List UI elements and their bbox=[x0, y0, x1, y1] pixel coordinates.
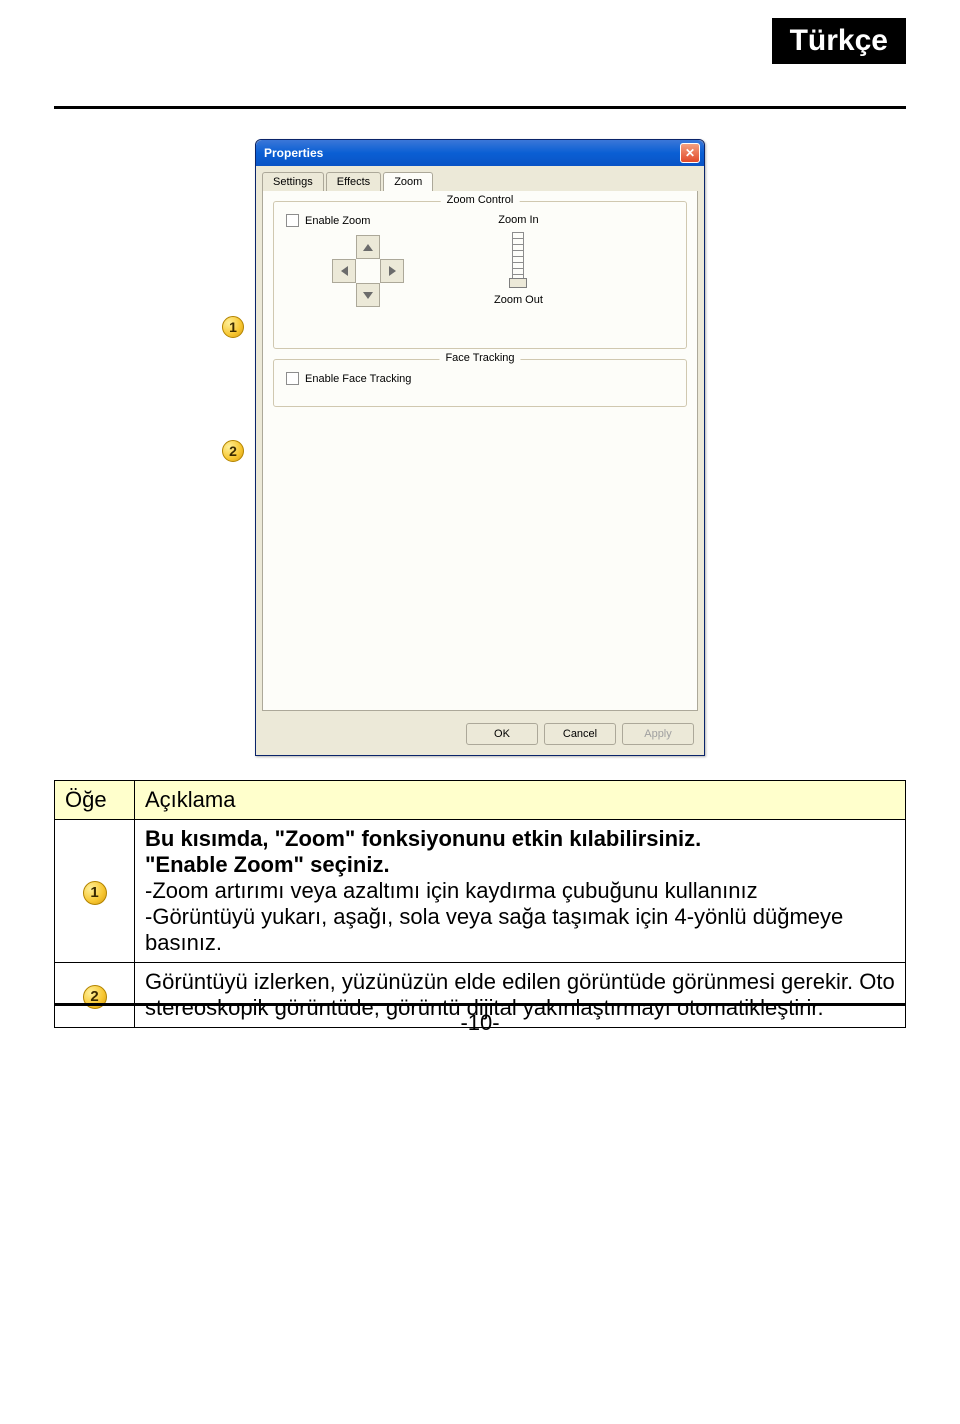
divider-bottom bbox=[54, 1003, 906, 1006]
dpad-up-button[interactable] bbox=[356, 235, 380, 259]
page-number: -10- bbox=[54, 1010, 906, 1036]
tab-effects[interactable]: Effects bbox=[326, 172, 381, 191]
enable-zoom-checkbox[interactable] bbox=[286, 214, 299, 227]
header-item: Öğe bbox=[55, 781, 135, 820]
ok-button[interactable]: OK bbox=[466, 723, 538, 745]
description-table: Öğe Açıklama 1 Bu kısımda, "Zoom" fonksi… bbox=[54, 780, 906, 1028]
dpad-down-button[interactable] bbox=[356, 283, 380, 307]
page-container: Türkçe 1 2 Properties ✕ Settings Effects… bbox=[0, 0, 960, 1064]
dpad-left-button[interactable] bbox=[332, 259, 356, 283]
face-tracking-fieldset: Face Tracking Enable Face Tracking bbox=[273, 359, 687, 407]
panel-body: Zoom Control Enable Zoom bbox=[262, 191, 698, 711]
row1-line1: Bu kısımda, "Zoom" fonksiyonunu etkin kı… bbox=[145, 826, 895, 852]
enable-face-tracking-label: Enable Face Tracking bbox=[305, 373, 411, 385]
properties-window: 1 2 Properties ✕ Settings Effects Zoom Z… bbox=[255, 139, 705, 756]
zoom-slider-thumb[interactable] bbox=[509, 278, 527, 288]
enable-face-tracking-row[interactable]: Enable Face Tracking bbox=[286, 372, 674, 385]
footer: -10- bbox=[54, 1003, 906, 1036]
cancel-button[interactable]: Cancel bbox=[544, 723, 616, 745]
zoom-control-fieldset: Zoom Control Enable Zoom bbox=[273, 201, 687, 349]
callout-marker-2: 2 bbox=[222, 440, 244, 462]
arrow-down-icon bbox=[363, 292, 373, 299]
apply-button[interactable]: Apply bbox=[622, 723, 694, 745]
arrow-right-icon bbox=[389, 266, 396, 276]
row1-line4: -Görüntüyü yukarı, aşağı, sola veya sağa… bbox=[145, 904, 895, 956]
face-tracking-legend: Face Tracking bbox=[439, 352, 520, 364]
dpad-right-button[interactable] bbox=[380, 259, 404, 283]
row1-badge: 1 bbox=[83, 881, 107, 905]
zoom-left-col: Enable Zoom bbox=[286, 214, 404, 307]
table-header-row: Öğe Açıklama bbox=[55, 781, 906, 820]
close-button[interactable]: ✕ bbox=[680, 143, 700, 163]
titlebar: Properties ✕ bbox=[256, 140, 704, 166]
zoom-slider-area: Zoom In Zoom Out bbox=[494, 214, 543, 307]
row1-line2: "Enable Zoom" seçiniz. bbox=[145, 852, 895, 878]
header-desc: Açıklama bbox=[135, 781, 906, 820]
dpad-control bbox=[332, 235, 404, 307]
zoom-control-legend: Zoom Control bbox=[441, 194, 520, 206]
tab-zoom[interactable]: Zoom bbox=[383, 172, 433, 191]
enable-face-tracking-checkbox[interactable] bbox=[286, 372, 299, 385]
tab-settings[interactable]: Settings bbox=[262, 172, 324, 191]
tabs-row: Settings Effects Zoom bbox=[256, 166, 704, 191]
row1-item-cell: 1 bbox=[55, 820, 135, 963]
arrow-up-icon bbox=[363, 244, 373, 251]
table-row: 1 Bu kısımda, "Zoom" fonksiyonunu etkin … bbox=[55, 820, 906, 963]
callout-marker-1: 1 bbox=[222, 316, 244, 338]
zoom-slider[interactable] bbox=[512, 232, 524, 288]
dialog-buttons: OK Cancel Apply bbox=[256, 717, 704, 755]
enable-zoom-label: Enable Zoom bbox=[305, 215, 370, 227]
language-badge: Türkçe bbox=[772, 18, 906, 64]
zoom-out-label: Zoom Out bbox=[494, 294, 543, 306]
row1-desc-cell: Bu kısımda, "Zoom" fonksiyonunu etkin kı… bbox=[135, 820, 906, 963]
zoom-in-label: Zoom In bbox=[498, 214, 538, 226]
enable-zoom-row[interactable]: Enable Zoom bbox=[286, 214, 404, 227]
window-title: Properties bbox=[264, 146, 323, 160]
divider-top bbox=[54, 106, 906, 109]
arrow-left-icon bbox=[341, 266, 348, 276]
screenshot-area: 1 2 Properties ✕ Settings Effects Zoom Z… bbox=[54, 139, 906, 756]
row1-line3: -Zoom artırımı veya azaltımı için kaydır… bbox=[145, 878, 895, 904]
